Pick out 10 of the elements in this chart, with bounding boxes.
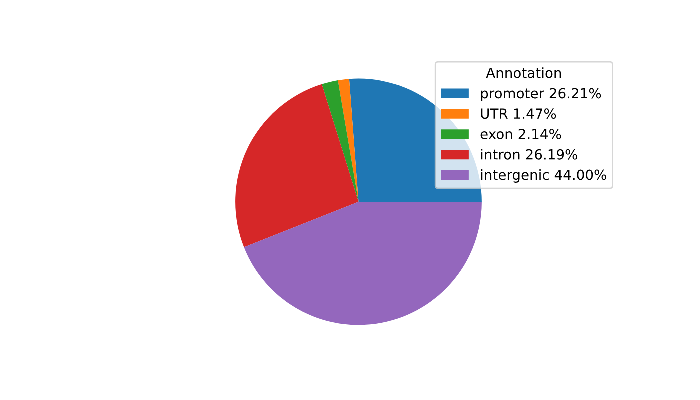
legend-label: promoter 26.21% bbox=[481, 88, 602, 102]
legend-label: UTR 1.47% bbox=[481, 108, 556, 120]
legend-title: Annotation bbox=[486, 68, 562, 78]
legend-label: intergenic 44.00% bbox=[481, 170, 606, 183]
pie-slice bbox=[322, 80, 359, 202]
legend-label: exon 2.14% bbox=[480, 128, 562, 140]
pie-slice bbox=[236, 84, 359, 248]
pie-slice bbox=[244, 202, 482, 326]
legend-label: intron 26.19% bbox=[481, 149, 578, 160]
pie-slice bbox=[338, 79, 359, 202]
